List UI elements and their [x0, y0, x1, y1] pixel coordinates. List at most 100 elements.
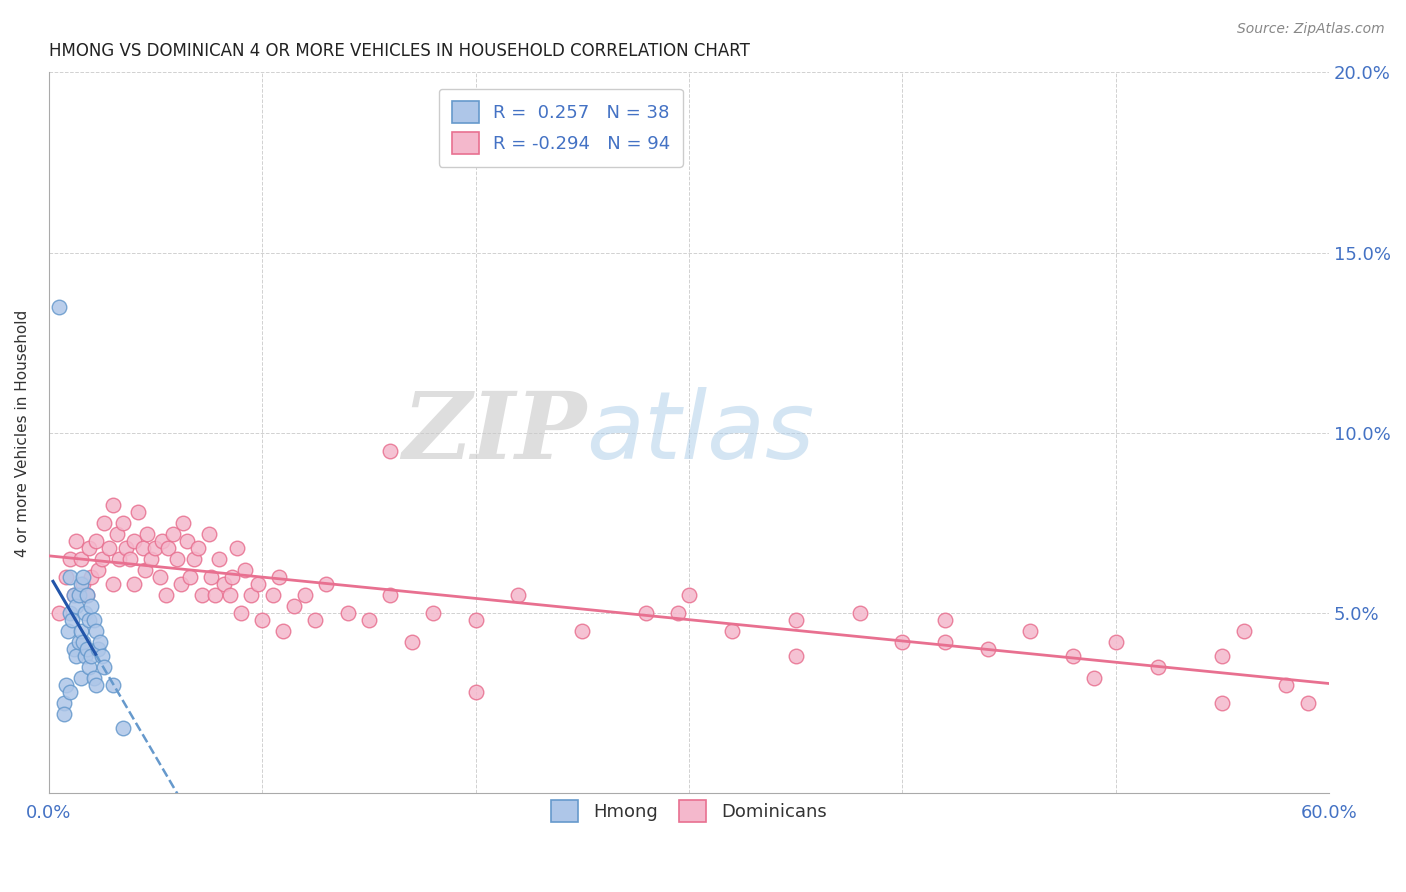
Text: HMONG VS DOMINICAN 4 OR MORE VEHICLES IN HOUSEHOLD CORRELATION CHART: HMONG VS DOMINICAN 4 OR MORE VEHICLES IN… — [49, 42, 749, 60]
Text: Source: ZipAtlas.com: Source: ZipAtlas.com — [1237, 22, 1385, 37]
Point — [170, 577, 193, 591]
Point — [145, 541, 167, 556]
Point — [112, 516, 135, 530]
Point — [59, 570, 82, 584]
Point — [785, 649, 807, 664]
Point — [141, 552, 163, 566]
Y-axis label: 4 or more Vehicles in Household: 4 or more Vehicles in Household — [15, 310, 30, 557]
Point — [508, 588, 530, 602]
Point — [246, 577, 269, 591]
Point — [79, 660, 101, 674]
Point — [187, 541, 209, 556]
Point — [73, 606, 96, 620]
Point — [219, 588, 242, 602]
Point — [63, 588, 86, 602]
Point — [65, 599, 87, 613]
Point — [118, 552, 141, 566]
Text: ZIP: ZIP — [402, 388, 586, 478]
Point — [380, 444, 402, 458]
Point — [52, 707, 75, 722]
Point — [891, 635, 914, 649]
Point — [114, 541, 136, 556]
Point — [422, 606, 444, 620]
Point — [55, 570, 77, 584]
Point — [101, 498, 124, 512]
Point — [380, 588, 402, 602]
Point — [48, 300, 70, 314]
Point — [1105, 635, 1128, 649]
Point — [59, 606, 82, 620]
Point — [262, 588, 284, 602]
Point — [157, 541, 180, 556]
Legend: Hmong, Dominicans: Hmong, Dominicans — [538, 788, 839, 835]
Point — [87, 563, 110, 577]
Point — [1083, 671, 1105, 685]
Point — [976, 642, 998, 657]
Point — [212, 577, 235, 591]
Point — [166, 552, 188, 566]
Point — [208, 552, 231, 566]
Point — [93, 516, 115, 530]
Point — [135, 526, 157, 541]
Point — [65, 649, 87, 664]
Point — [176, 534, 198, 549]
Point — [63, 642, 86, 657]
Point — [76, 588, 98, 602]
Point — [67, 588, 90, 602]
Point — [83, 613, 105, 627]
Point — [636, 606, 658, 620]
Point — [65, 534, 87, 549]
Point — [1062, 649, 1084, 664]
Point — [191, 588, 214, 602]
Point — [1275, 678, 1298, 692]
Point — [84, 678, 107, 692]
Point — [155, 588, 177, 602]
Point — [172, 516, 194, 530]
Point — [76, 642, 98, 657]
Point — [225, 541, 247, 556]
Point — [80, 599, 103, 613]
Point — [357, 613, 380, 627]
Point — [229, 606, 252, 620]
Point — [63, 588, 86, 602]
Point — [304, 613, 326, 627]
Point — [91, 649, 114, 664]
Point — [134, 563, 156, 577]
Point — [198, 526, 221, 541]
Point — [149, 570, 172, 584]
Point — [55, 678, 77, 692]
Point — [131, 541, 153, 556]
Point — [60, 613, 83, 627]
Point — [179, 570, 201, 584]
Point — [56, 624, 79, 639]
Point — [93, 660, 115, 674]
Point — [69, 577, 91, 591]
Point — [89, 635, 111, 649]
Point — [127, 505, 149, 519]
Point — [97, 541, 120, 556]
Point — [48, 606, 70, 620]
Point — [79, 613, 101, 627]
Point — [1233, 624, 1256, 639]
Point — [122, 534, 145, 549]
Point — [294, 588, 316, 602]
Point — [76, 588, 98, 602]
Point — [200, 570, 222, 584]
Point — [162, 526, 184, 541]
Point — [80, 570, 103, 584]
Point — [91, 552, 114, 566]
Point — [72, 635, 94, 649]
Point — [401, 635, 423, 649]
Point — [72, 577, 94, 591]
Point — [240, 588, 263, 602]
Point — [1296, 696, 1319, 710]
Point — [59, 685, 82, 699]
Text: atlas: atlas — [586, 387, 814, 478]
Point — [69, 552, 91, 566]
Point — [101, 577, 124, 591]
Point — [571, 624, 593, 639]
Point — [84, 624, 107, 639]
Point — [1211, 696, 1233, 710]
Point — [1019, 624, 1042, 639]
Point — [67, 635, 90, 649]
